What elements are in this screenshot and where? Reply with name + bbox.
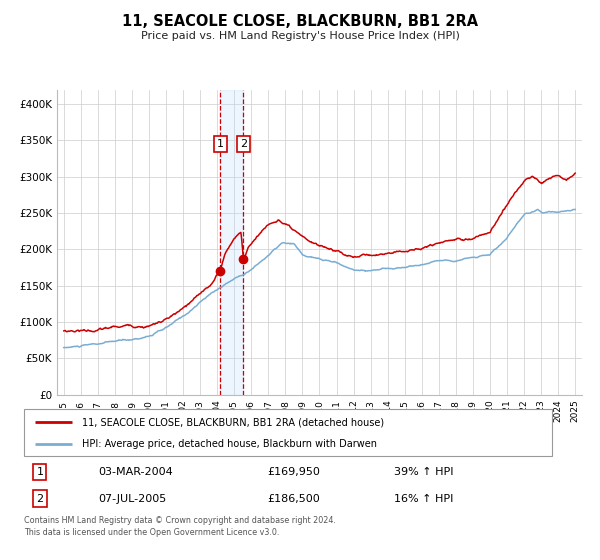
Text: 07-JUL-2005: 07-JUL-2005 <box>98 493 166 503</box>
Text: HPI: Average price, detached house, Blackburn with Darwen: HPI: Average price, detached house, Blac… <box>82 439 377 449</box>
Text: £169,950: £169,950 <box>267 467 320 477</box>
FancyBboxPatch shape <box>24 409 552 456</box>
Text: 03-MAR-2004: 03-MAR-2004 <box>98 467 173 477</box>
Text: 2: 2 <box>240 139 247 149</box>
Text: 11, SEACOLE CLOSE, BLACKBURN, BB1 2RA: 11, SEACOLE CLOSE, BLACKBURN, BB1 2RA <box>122 14 478 29</box>
Text: 1: 1 <box>37 467 43 477</box>
Text: 16% ↑ HPI: 16% ↑ HPI <box>394 493 453 503</box>
Bar <box>220 90 244 395</box>
Text: £186,500: £186,500 <box>267 493 320 503</box>
Text: 39% ↑ HPI: 39% ↑ HPI <box>394 467 453 477</box>
Text: 2: 2 <box>36 493 43 503</box>
Text: 11, SEACOLE CLOSE, BLACKBURN, BB1 2RA (detached house): 11, SEACOLE CLOSE, BLACKBURN, BB1 2RA (d… <box>82 417 384 427</box>
Text: 1: 1 <box>217 139 224 149</box>
Text: Contains HM Land Registry data © Crown copyright and database right 2024.
This d: Contains HM Land Registry data © Crown c… <box>24 516 336 537</box>
Text: Price paid vs. HM Land Registry's House Price Index (HPI): Price paid vs. HM Land Registry's House … <box>140 31 460 41</box>
